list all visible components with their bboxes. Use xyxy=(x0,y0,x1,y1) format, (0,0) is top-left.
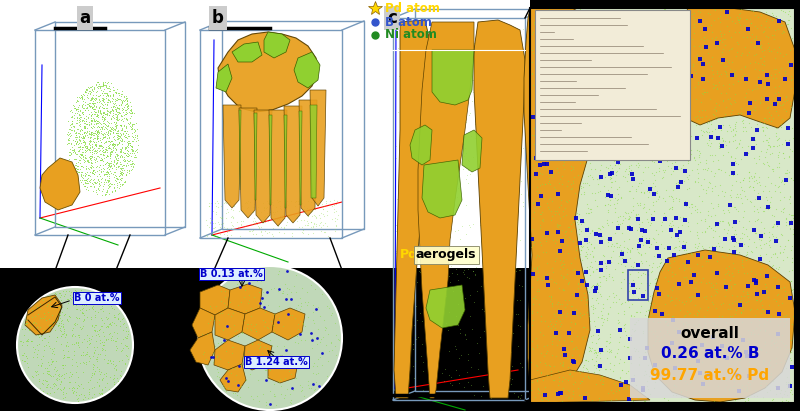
Bar xyxy=(530,8,795,403)
Polygon shape xyxy=(220,364,246,392)
Polygon shape xyxy=(200,285,230,315)
Polygon shape xyxy=(239,108,257,218)
Polygon shape xyxy=(530,370,650,403)
Polygon shape xyxy=(215,308,245,340)
Polygon shape xyxy=(474,20,525,398)
Text: overall: overall xyxy=(681,326,739,340)
Text: B 1.24 at.%: B 1.24 at.% xyxy=(245,357,308,367)
Text: Pd atom: Pd atom xyxy=(385,2,440,14)
Polygon shape xyxy=(254,113,257,200)
Polygon shape xyxy=(269,110,287,226)
Bar xyxy=(535,10,690,160)
Text: 99.77 at.% Pd: 99.77 at.% Pd xyxy=(650,367,770,383)
Polygon shape xyxy=(269,115,272,205)
Text: 0.26 at.% B: 0.26 at.% B xyxy=(661,346,759,360)
Polygon shape xyxy=(422,160,462,218)
Text: Ni atom: Ni atom xyxy=(385,28,437,42)
Polygon shape xyxy=(284,115,287,208)
Polygon shape xyxy=(244,340,272,370)
Bar xyxy=(530,8,795,403)
Polygon shape xyxy=(228,284,262,314)
Bar xyxy=(630,318,790,398)
Text: Pd: Pd xyxy=(400,248,418,261)
Polygon shape xyxy=(284,106,302,223)
Polygon shape xyxy=(418,22,474,398)
Polygon shape xyxy=(214,340,245,370)
Polygon shape xyxy=(268,356,298,383)
Bar xyxy=(0,0,530,10)
Polygon shape xyxy=(299,100,317,216)
Text: c: c xyxy=(387,9,397,27)
Polygon shape xyxy=(676,8,795,128)
Bar xyxy=(628,270,648,300)
Text: B 0.13 at.%: B 0.13 at.% xyxy=(200,269,262,279)
Text: B 0 at.%: B 0 at.% xyxy=(74,293,119,303)
Polygon shape xyxy=(190,332,215,365)
Polygon shape xyxy=(432,50,474,105)
Bar xyxy=(0,0,530,268)
Polygon shape xyxy=(524,8,602,400)
Polygon shape xyxy=(294,52,320,88)
Polygon shape xyxy=(310,105,317,198)
Text: b: b xyxy=(212,9,224,27)
Polygon shape xyxy=(410,125,432,165)
Polygon shape xyxy=(310,90,326,206)
Text: a: a xyxy=(79,9,90,27)
Polygon shape xyxy=(462,130,482,172)
Polygon shape xyxy=(272,308,305,340)
Polygon shape xyxy=(218,32,318,112)
Polygon shape xyxy=(216,64,232,92)
Polygon shape xyxy=(223,105,241,208)
Text: B atom: B atom xyxy=(385,16,432,28)
Polygon shape xyxy=(242,308,275,340)
Text: aerogels: aerogels xyxy=(416,248,477,261)
Polygon shape xyxy=(254,110,272,223)
Polygon shape xyxy=(299,111,302,205)
Polygon shape xyxy=(239,110,241,190)
Circle shape xyxy=(17,287,133,403)
Polygon shape xyxy=(192,308,215,338)
Circle shape xyxy=(198,266,342,410)
Polygon shape xyxy=(426,285,465,328)
Polygon shape xyxy=(232,42,262,62)
Polygon shape xyxy=(264,32,290,58)
Polygon shape xyxy=(648,250,795,402)
Polygon shape xyxy=(40,158,80,210)
Polygon shape xyxy=(25,295,62,335)
Polygon shape xyxy=(394,20,432,398)
